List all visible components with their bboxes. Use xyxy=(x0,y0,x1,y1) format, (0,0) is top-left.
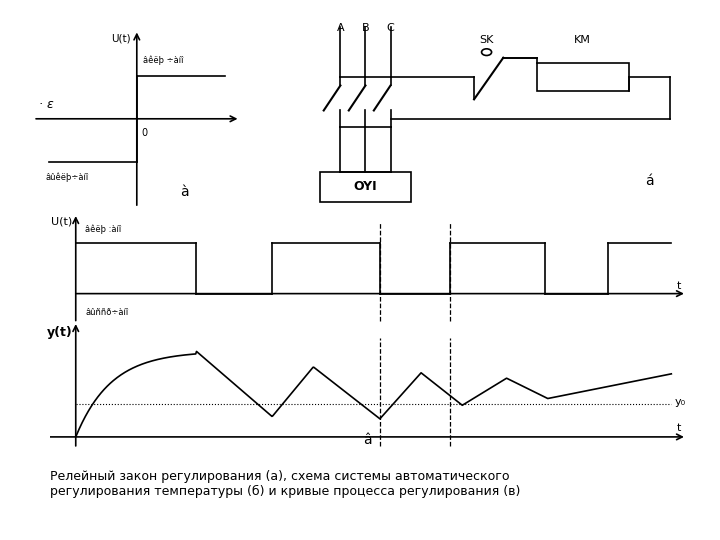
Text: U(t): U(t) xyxy=(111,34,130,44)
Text: U(t): U(t) xyxy=(51,216,73,226)
Text: · ε: · ε xyxy=(39,98,54,111)
Text: A: A xyxy=(337,23,344,33)
Text: âêëþ ÷àíî: âêëþ ÷àíî xyxy=(143,56,184,65)
Text: y(t): y(t) xyxy=(47,326,73,339)
Text: âûêëþ÷àíî: âûêëþ÷àíî xyxy=(45,173,89,182)
Text: t: t xyxy=(677,423,681,433)
Bar xyxy=(536,63,629,91)
Text: âêëþ :àíî: âêëþ :àíî xyxy=(85,225,122,234)
Bar xyxy=(320,172,411,202)
Text: à: à xyxy=(180,185,189,199)
Text: C: C xyxy=(387,23,395,33)
Text: t: t xyxy=(677,281,681,291)
Text: â: â xyxy=(363,433,372,447)
Text: OYI: OYI xyxy=(354,180,377,193)
Text: SK: SK xyxy=(480,36,494,45)
Text: KM: KM xyxy=(574,36,591,45)
Text: Релейный закон регулирования (а), схема системы автоматического
регулирования те: Релейный закон регулирования (а), схема … xyxy=(50,470,521,498)
Text: B: B xyxy=(361,23,369,33)
Text: á: á xyxy=(645,174,654,188)
Text: 0: 0 xyxy=(142,128,148,138)
Text: âûññð÷àíî: âûññð÷àíî xyxy=(85,308,128,316)
Text: y₀: y₀ xyxy=(675,397,685,407)
